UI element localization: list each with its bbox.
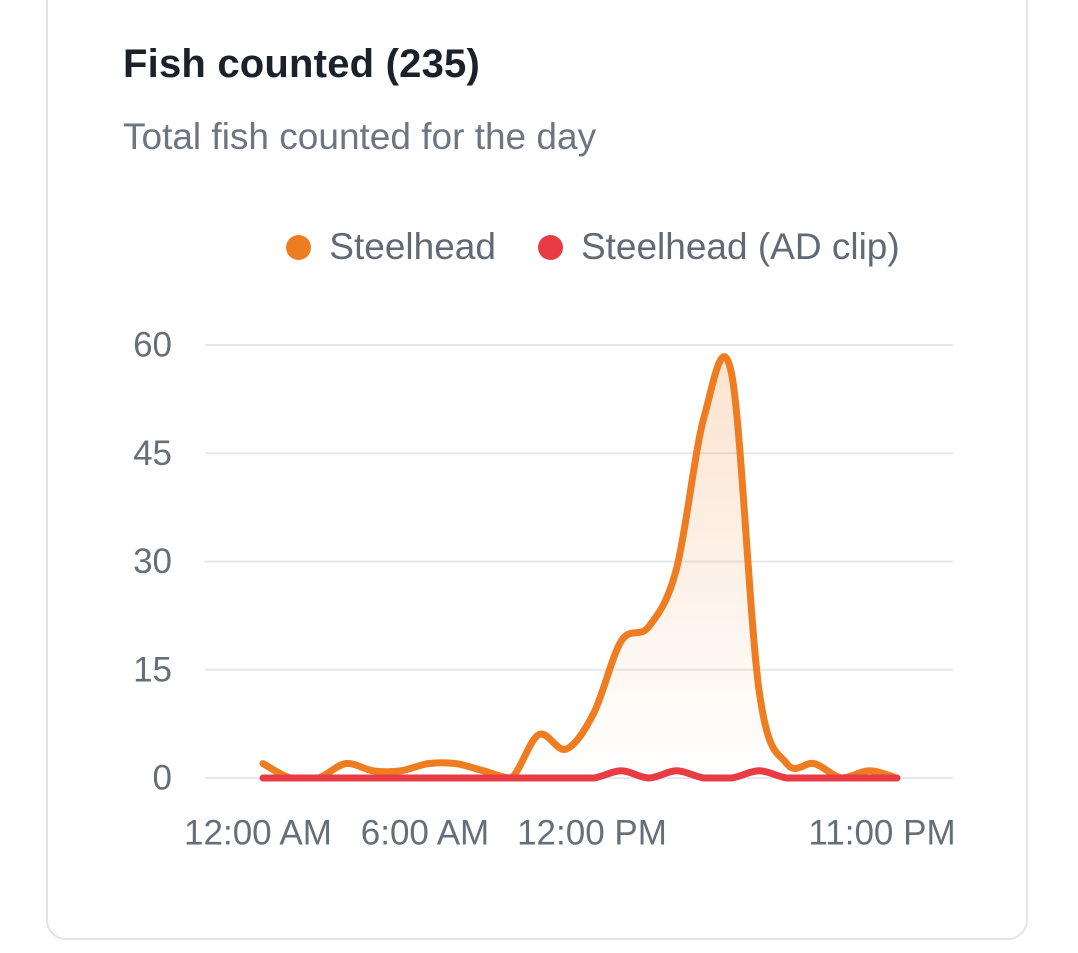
chart-subtitle: Total fish counted for the day xyxy=(123,116,597,157)
y-axis-tick-label: 30 xyxy=(133,542,172,581)
x-axis-tick-label: 11:00 PM xyxy=(808,814,955,853)
x-axis-tick-label: 6:00 AM xyxy=(361,814,489,853)
chart-title: Fish counted (235) xyxy=(123,42,480,86)
legend-label-steelhead: Steelhead xyxy=(329,226,496,267)
y-axis-tick-label: 15 xyxy=(133,650,172,689)
steelhead-area-fill xyxy=(263,356,897,778)
legend-item-steelhead-ad-clip[interactable]: Steelhead (AD clip) xyxy=(537,226,900,268)
x-axis-tick-label: 12:00 PM xyxy=(517,814,667,853)
steelhead-line xyxy=(259,353,901,782)
x-axis-tick-label: 12:00 AM xyxy=(184,814,332,853)
y-axis-tick-label: 60 xyxy=(133,326,172,365)
legend-dot-steelhead-ad-clip-icon xyxy=(537,234,563,260)
y-axis-tick-label: 0 xyxy=(153,759,172,798)
chart-legend: Steelhead Steelhead (AD clip) xyxy=(46,226,1028,268)
legend-item-steelhead[interactable]: Steelhead xyxy=(286,226,496,268)
y-axis-tick-label: 45 xyxy=(133,434,172,473)
steelhead-ad-clip-line xyxy=(259,767,901,782)
legend-dot-steelhead-icon xyxy=(286,234,312,260)
chart-card xyxy=(46,0,1028,940)
legend-label-steelhead-ad-clip: Steelhead (AD clip) xyxy=(580,226,900,267)
